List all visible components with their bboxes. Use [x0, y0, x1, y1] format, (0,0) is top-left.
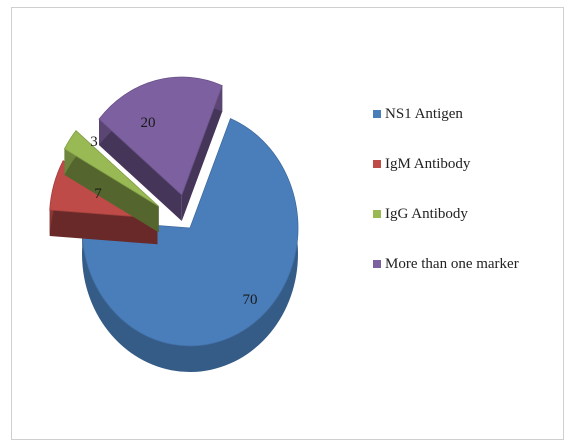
- legend-item-3: IgG Antibody: [373, 204, 563, 224]
- legend-label: NS1 Antigen: [385, 105, 463, 122]
- legend-swatch: [373, 260, 381, 268]
- legend-swatch: [373, 210, 381, 218]
- legend-item-1: NS1 Antigen: [373, 104, 563, 124]
- pie-slice-3: [63, 129, 159, 233]
- data-label-3: 3: [90, 134, 98, 150]
- legend-item-2: IgM Antibody: [373, 154, 563, 174]
- legend-swatch: [373, 110, 381, 118]
- legend: NS1 Antigen IgM Antibody IgG Antibody More …: [373, 104, 563, 304]
- legend-item-4: More than one marker: [373, 254, 563, 274]
- legend-label: IgG Antibody: [385, 205, 468, 222]
- data-label-4: 20: [141, 115, 156, 131]
- data-label-2: 7: [94, 186, 102, 202]
- legend-swatch: [373, 160, 381, 168]
- legend-label: IgM Antibody: [385, 155, 471, 172]
- pie-slice-4: [98, 76, 223, 222]
- legend-label: More than one marker: [385, 255, 519, 272]
- data-label-1: 70: [243, 292, 258, 308]
